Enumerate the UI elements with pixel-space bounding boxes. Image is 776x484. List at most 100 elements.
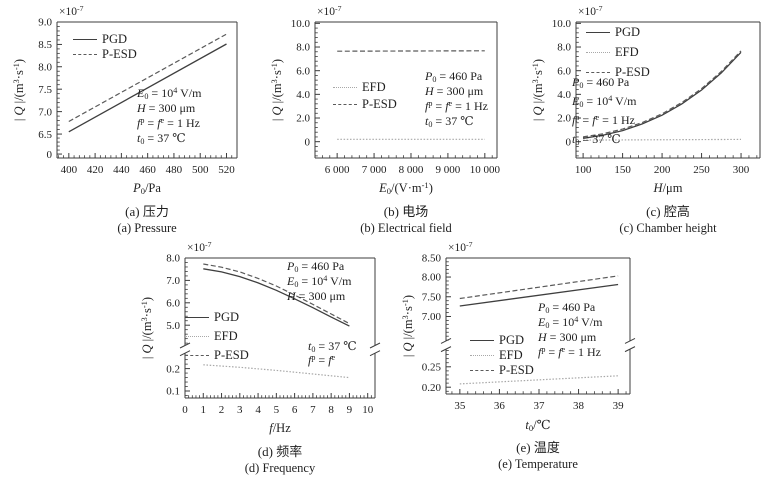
svg-text:2: 2 [219,404,225,416]
annotation: P0 = 460 Pa E0 = 104 V/m H = 300 μm [287,259,351,304]
annotation-line: P0 = 460 Pa [425,69,483,85]
svg-text:7.00: 7.00 [422,311,442,323]
svg-text:0: 0 [566,136,572,148]
y-scale-label: ×10-7 [578,4,603,18]
legend-label: PGD [214,310,240,324]
annotation: P0 = 460 Pa H = 300 μm fp = fe = 1 Hz t0 = … [425,69,488,129]
annotation-line: P0 = 460 Pa [287,259,345,275]
legend-entry: PGD [73,32,137,47]
svg-text:9: 9 [347,404,353,416]
series-PGD [203,268,350,327]
annotation-line: E0 = 104 V/m [287,273,352,290]
caption-zh: (b) 电场 [383,204,429,219]
y-scale-label: ×10-7 [59,4,84,18]
legend-line-sample [185,317,209,318]
annotation-line: H = 300 μm [137,101,196,115]
annotation-line: E0 = 104 V/m [572,93,637,110]
subplot-frequency: ×10-7 | Q |/(m3·s-1) 0.1 0.2 5.0 6.0 7.0 8.0 0… [138,240,389,482]
y-axis-label: | Q |/(m3·s-1) [10,58,26,122]
svg-text:8.0: 8.0 [557,42,571,54]
legend: PGD P-ESD [73,32,137,62]
legend-line-sample [185,336,209,337]
legend-line-sample [470,355,494,356]
legend-entry: EFD [185,327,249,346]
x-axis-label: f/Hz [269,421,291,435]
svg-text:520: 520 [218,164,235,176]
svg-text:150: 150 [614,164,631,176]
svg-text:7.50: 7.50 [422,291,442,303]
svg-text:500: 500 [192,164,209,176]
plot-area-electrical-field: 0 2.0 4.0 6.0 8.0 10.0 6 000 7 000 8 000 9 000 10 … [291,18,501,176]
svg-text:8: 8 [328,404,334,416]
y-axis-label: | Q |/(m3·s-1) [138,296,154,360]
svg-text:6.0: 6.0 [296,65,310,77]
annotation-line: t0 = 37 ℃ [137,131,186,147]
legend-line-sample [333,87,357,88]
legend-line-sample [586,71,610,73]
legend-label: PGD [499,333,525,347]
x-axis-label: P0/Pa [133,181,161,197]
legend: PGD EFD P-ESD [586,22,650,82]
y-axis-label: | Q |/(m3·s-1) [529,58,545,122]
series-EFD [583,138,742,141]
svg-text:6.5: 6.5 [38,129,52,141]
annotation-line: H = 300 μm [425,84,484,98]
legend-entry: P-ESD [586,62,650,82]
x-axis-label: t0/℃ [525,418,551,434]
legend: EFD P-ESD [333,79,397,113]
plot-area-frequency: 0.1 0.2 5.0 6.0 7.0 8.0 0 1 2 3 4 5 6 7 8 9 10 [166,253,381,416]
legend-line-sample [185,355,209,356]
legend-entry: PGD [470,333,534,348]
svg-text:0: 0 [182,404,188,416]
svg-text:0.2: 0.2 [166,363,180,375]
svg-text:6.0: 6.0 [557,65,571,77]
legend: PGD EFD P-ESD [185,308,249,365]
annotation-line: P0 = 460 Pa [538,300,596,316]
svg-text:1: 1 [201,404,207,416]
caption-zh: (a) 压力 [125,204,169,219]
svg-text:9.0: 9.0 [38,17,52,29]
svg-text:7.0: 7.0 [38,106,52,118]
svg-text:6.0: 6.0 [166,298,180,310]
legend-label: EFD [499,348,523,362]
annotation-line: fp = fe = 1 Hz [538,344,601,359]
annotation-line: fp = fe = 1 Hz [572,112,635,127]
svg-text:480: 480 [166,164,183,176]
svg-text:8.0: 8.0 [296,42,310,54]
svg-text:7.0: 7.0 [166,275,180,287]
subplot-electrical-field: ×10-7 | Q |/(m3·s-1) 0 2.0 4.0 6.0 8.0 10.0 6 … [268,4,511,242]
legend-label: P-ESD [362,97,397,111]
legend-label: P-ESD [499,363,534,377]
svg-text:10: 10 [362,404,374,416]
y-scale-label: ×10-7 [187,240,212,254]
legend-entry: P-ESD [185,346,249,365]
legend-entry: P-ESD [333,96,397,113]
annotation-line: fp = fe = 1 Hz [137,115,200,130]
legend-label: EFD [362,80,386,94]
svg-text:300: 300 [733,164,750,176]
svg-text:2.0: 2.0 [557,113,571,125]
legend-line-sample [586,31,610,33]
svg-text:35: 35 [454,400,466,412]
legend-entry: EFD [586,42,650,62]
annotation-line: t0 = 37 ℃ [308,339,357,355]
y-axis-label: | Q |/(m3·s-1) [268,58,284,122]
annotation-line: H = 300 μm [287,289,346,303]
series-P-ESD [203,263,350,325]
series-PGD [459,283,619,307]
series-P-ESD [583,50,742,138]
legend-line-sample [470,340,494,341]
legend-label: P-ESD [214,348,249,362]
legend-line-sample [73,39,97,40]
annotation-line: E0 = 104 V/m [538,314,603,331]
caption-en: (b) Electrical field [360,221,452,235]
svg-text:250: 250 [693,164,710,176]
legend-label: P-ESD [102,47,137,61]
svg-text:440: 440 [113,164,130,176]
caption-en: (d) Frequency [244,461,316,475]
legend-entry: EFD [470,348,534,363]
caption-zh: (d) 频率 [257,444,303,459]
legend-line-sample [586,51,610,53]
y-scale-label: ×10-7 [448,240,473,254]
legend-entry: EFD [333,79,397,96]
